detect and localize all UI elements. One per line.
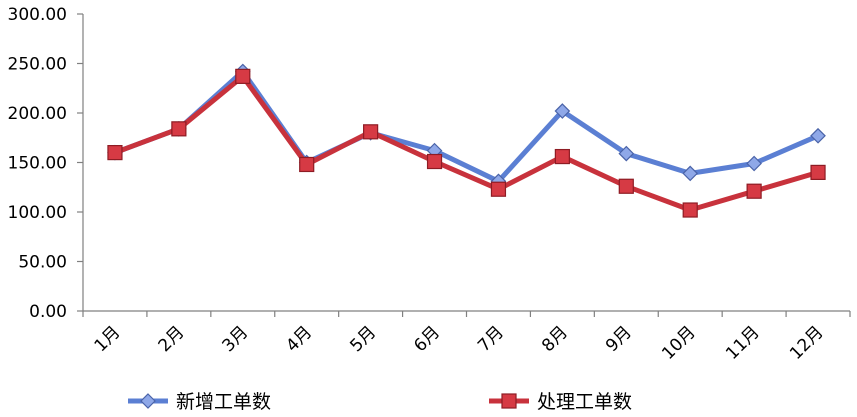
y-tick-label: 50.00 <box>18 253 67 273</box>
x-tick-label: 9月 <box>602 322 636 356</box>
series-line <box>114 68 820 184</box>
data-point-square <box>426 153 443 170</box>
x-tick-label: 2月 <box>155 322 189 356</box>
series-line <box>114 73 819 213</box>
data-point-square <box>107 145 123 161</box>
y-tick-label: 300.00 <box>8 5 67 25</box>
y-tick-label: 250.00 <box>8 55 67 75</box>
x-tick-label: 3月 <box>219 322 253 356</box>
legend-item-2: 处理工单数 <box>489 391 632 413</box>
legend-label: 新增工单数 <box>176 391 271 413</box>
data-point-square <box>299 156 315 173</box>
y-tick-label: 0.00 <box>29 302 67 322</box>
y-tick-labels: 0.00 50.00 100.00 150.00 200.00 250.00 300.00 <box>8 5 67 322</box>
x-tick-label: 8月 <box>538 322 572 356</box>
series-2 <box>107 68 826 218</box>
y-tick-label: 150.00 <box>8 154 67 174</box>
x-tick-labels: 1月 2月 3月 4月 5月 6月 7月 8月 9月 10月 11月 12月 <box>91 322 828 363</box>
legend-item-1: 新增工单数 <box>128 391 271 413</box>
data-point-square <box>363 124 379 140</box>
x-tick-label: 4月 <box>282 322 316 356</box>
data-point-square <box>746 183 762 199</box>
legend-marker-square <box>501 393 517 409</box>
legend: 新增工单数 处理工单数 <box>128 391 632 413</box>
y-tick-label: 200.00 <box>8 104 67 124</box>
series-1 <box>107 63 826 190</box>
x-tick-label: 7月 <box>474 322 508 356</box>
legend-marker-diamond <box>140 393 156 409</box>
x-tick-label: 10月 <box>658 322 699 363</box>
y-tick-label: 100.00 <box>8 203 67 223</box>
data-point-diamond <box>618 145 635 162</box>
data-point-square <box>682 202 698 218</box>
x-tick-label: 5月 <box>346 322 380 356</box>
x-tick-label: 12月 <box>786 322 827 363</box>
legend-label: 处理工单数 <box>537 391 632 413</box>
axes <box>77 13 851 317</box>
data-point-square <box>490 181 507 197</box>
data-point-diamond <box>682 165 699 182</box>
data-point-square <box>810 164 826 180</box>
x-tick-label: 6月 <box>410 322 444 356</box>
data-point-square <box>235 68 251 84</box>
series-layer <box>107 63 826 218</box>
data-point-square <box>618 178 634 194</box>
data-point-square <box>554 148 570 165</box>
data-point-diamond <box>810 127 826 144</box>
data-point-square <box>171 121 187 137</box>
data-point-diamond <box>554 103 571 119</box>
x-tick-label: 11月 <box>722 322 763 363</box>
data-point-diamond <box>746 155 762 172</box>
x-tick-label: 1月 <box>91 322 125 356</box>
